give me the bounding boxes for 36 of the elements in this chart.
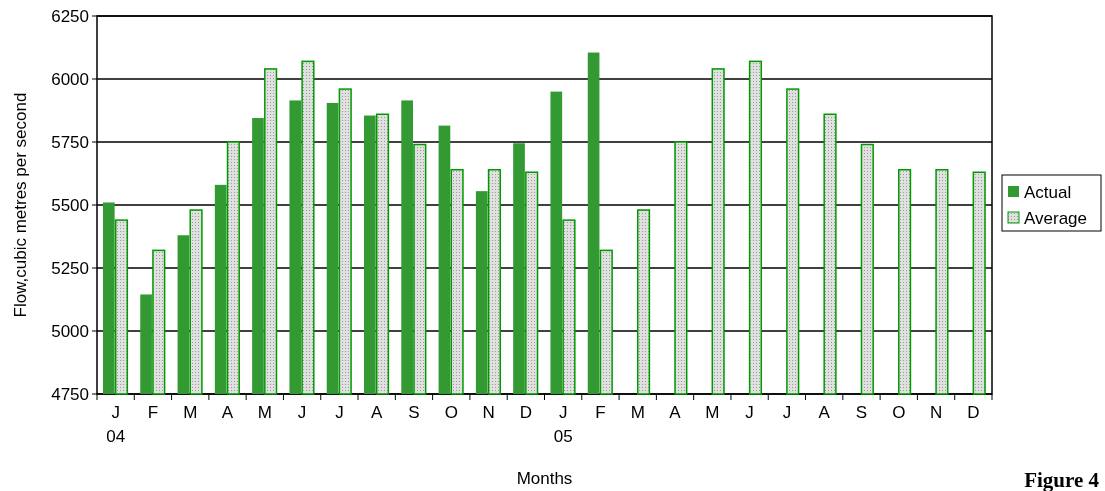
x-tick-label: J 05: [553, 403, 573, 446]
y-tick-label: 4750: [51, 384, 89, 404]
x-tick-label: D: [519, 403, 532, 422]
x-tick-label: A: [221, 403, 234, 422]
x-tick-label: M: [630, 403, 645, 422]
y-tick-label: 5250: [51, 258, 89, 278]
x-tick-label: J: [335, 403, 344, 422]
y-tick-label: 6250: [51, 6, 89, 26]
x-tick-label: M: [257, 403, 272, 422]
caption: Figure 4: [1024, 468, 1100, 491]
x-tick-label: J 04: [106, 403, 126, 446]
x-tick-label: F: [595, 403, 606, 422]
x-tick-label: A: [371, 403, 384, 422]
y-tick-label: 5750: [51, 132, 89, 152]
x-tick-label: J: [782, 403, 792, 422]
x-axis-title: Months: [516, 469, 573, 488]
x-tick-label: J: [745, 403, 754, 422]
y-tick-label: 6000: [51, 69, 89, 89]
x-tick-label: A: [818, 403, 831, 422]
x-tick-label: O: [444, 403, 458, 422]
x-tick-label: N: [482, 403, 495, 422]
x-tick-label: F: [147, 403, 159, 422]
x-tick-label: J: [297, 403, 307, 422]
x-tick-label: O: [892, 403, 906, 422]
legend-label: Actual: [1024, 182, 1072, 202]
x-tick-label: S: [408, 403, 420, 422]
y-axis-title: Flow,cubic metres per second: [11, 92, 30, 318]
x-tick-label: A: [669, 403, 682, 422]
x-tick-label: M: [183, 403, 198, 422]
x-tick-label: N: [929, 403, 943, 422]
x-tick-label: D: [967, 403, 980, 422]
y-tick-label: 5000: [51, 321, 89, 341]
x-tick-label: M: [705, 403, 720, 422]
x-tick-label: S: [855, 403, 868, 422]
y-tick-label: 5500: [51, 195, 89, 215]
legend-label: Average: [1024, 208, 1088, 228]
